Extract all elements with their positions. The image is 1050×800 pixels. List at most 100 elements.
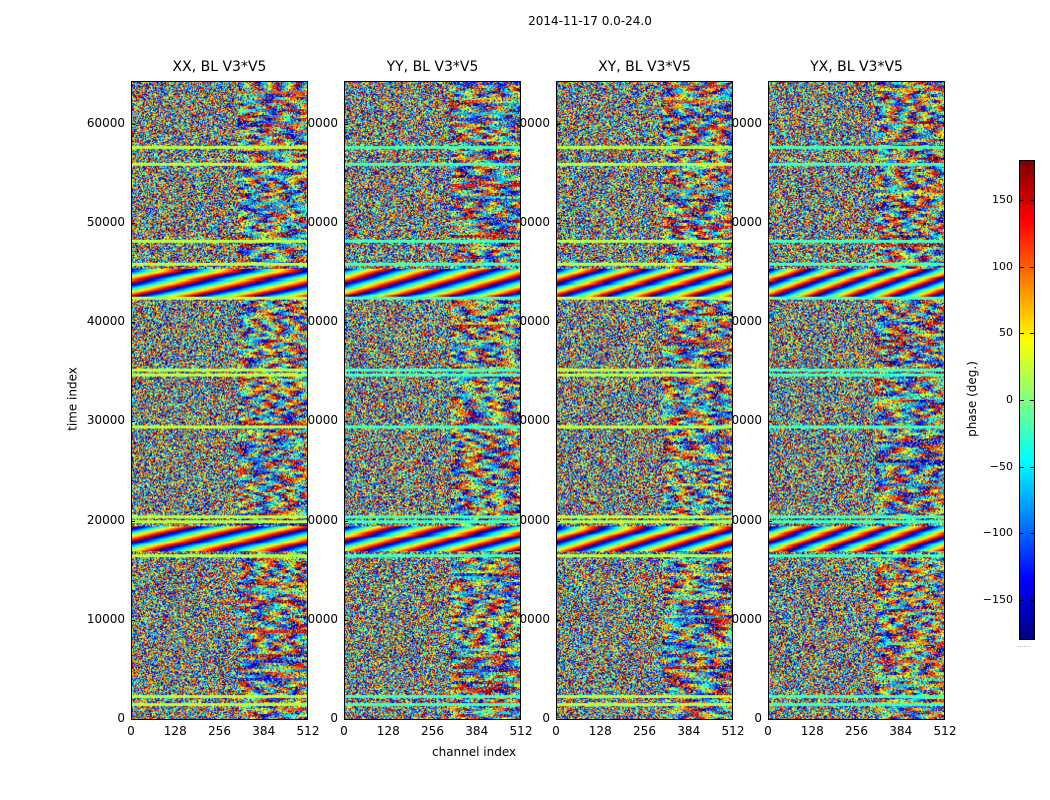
y-tick-label: 30000 [86, 413, 125, 428]
x-tick-label: 128 [588, 724, 612, 738]
x-tick-label: 384 [889, 724, 913, 738]
colorbar-tick-mark [1030, 200, 1035, 201]
x-tick-label: 256 [421, 724, 444, 738]
y-tick-label: 30000 [299, 413, 338, 428]
colorbar-tick-mark [1019, 200, 1024, 201]
colorbar-tick-mark [1030, 466, 1035, 468]
figure-title: 2014-11-17 0.0-24.0 [528, 14, 652, 28]
y-tick-mark [768, 421, 772, 423]
colorbar-tick-label: 0 [1006, 393, 1013, 406]
colorbar-tick-mark [1019, 400, 1024, 401]
x-tick-label: 256 [633, 724, 656, 738]
y-tick-label: 20000 [86, 512, 125, 527]
panel-title: XX, BL V3*V5 [172, 59, 267, 75]
y-tick-mark [556, 222, 560, 224]
colorbar-tick-label: 50 [999, 326, 1013, 340]
colorbar-tick-mark [1030, 266, 1035, 268]
x-tick-label: 384 [465, 724, 489, 738]
y-tick-label: 40000 [86, 314, 125, 329]
panel-title: YY, BL V3*V5 [386, 59, 479, 75]
x-tick-label: 128 [800, 724, 824, 738]
colorbar-tick-mark [1019, 333, 1024, 335]
y-tick-mark [556, 322, 560, 324]
y-tick-mark [556, 520, 560, 522]
y-tick-mark [131, 619, 135, 621]
colorbar-label: phase (deg.) [965, 361, 979, 437]
y-tick-label: 0 [117, 711, 125, 725]
y-tick-mark [344, 619, 348, 621]
x-tick-label: 384 [677, 724, 701, 738]
y-tick-mark [344, 123, 348, 125]
y-tick-mark [131, 719, 135, 720]
y-tick-mark [556, 421, 560, 423]
y-tick-mark [344, 322, 348, 324]
colorbar-tick-mark [1019, 600, 1024, 601]
x-tick-label: 512 [509, 724, 533, 738]
heatmap-panel-4 [768, 81, 945, 720]
y-tick-label: 60000 [86, 115, 125, 130]
y-tick-label: 10000 [86, 611, 125, 626]
y-tick-mark [768, 619, 772, 621]
y-tick-label: 50000 [86, 214, 125, 229]
x-tick-label: 0 [764, 724, 772, 738]
y-tick-label: 60000 [723, 115, 762, 130]
colorbar-tick-label: 100 [992, 259, 1013, 273]
y-tick-label: 40000 [723, 314, 762, 329]
y-tick-mark [768, 222, 772, 224]
y-tick-mark [344, 719, 348, 720]
y-tick-mark [768, 123, 772, 125]
y-tick-mark [344, 222, 348, 224]
y-tick-label: 10000 [511, 611, 550, 626]
y-tick-label: 20000 [299, 512, 338, 527]
colorbar-tick-mark [1030, 533, 1035, 535]
y-tick-label: 20000 [511, 512, 550, 527]
x-tick-label: 512 [721, 724, 745, 738]
y-tick-label: 20000 [723, 512, 762, 527]
y-tick-mark [556, 123, 560, 125]
y-tick-label: 10000 [299, 611, 338, 626]
colorbar-extension-dots: ...... [1017, 641, 1031, 649]
x-tick-label: 256 [845, 724, 868, 738]
x-tick-label: 0 [127, 724, 135, 738]
x-tick-label: 256 [208, 724, 231, 738]
y-tick-mark [768, 719, 772, 720]
x-tick-label: 128 [376, 724, 400, 738]
y-tick-label: 50000 [299, 214, 338, 229]
x-tick-label: 512 [933, 724, 957, 738]
colorbar-tick-mark [1030, 400, 1035, 401]
colorbar-tick-label: 150 [992, 193, 1013, 206]
panel-title: XY, BL V3*V5 [598, 59, 691, 75]
y-tick-label: 30000 [511, 413, 550, 428]
colorbar-tick-mark [1019, 533, 1024, 535]
y-tick-mark [344, 520, 348, 522]
x-tick-label: 512 [296, 724, 320, 738]
x-axis-label: channel index [432, 745, 517, 759]
x-tick-label: 0 [340, 724, 348, 738]
y-tick-mark [131, 421, 135, 423]
colorbar-tick-mark [1019, 266, 1024, 268]
y-tick-mark [344, 421, 348, 423]
colorbar-tick-label: −100 [982, 526, 1013, 540]
y-tick-mark [768, 322, 772, 324]
x-tick-label: 128 [163, 724, 187, 738]
y-tick-label: 50000 [723, 214, 762, 229]
y-tick-label: 30000 [723, 413, 762, 428]
colorbar-tick-label: −150 [982, 593, 1013, 606]
heatmap-panel-2 [344, 81, 521, 720]
x-tick-label: 0 [552, 724, 560, 738]
y-tick-mark [131, 520, 135, 522]
y-tick-label: 0 [542, 711, 550, 725]
y-tick-mark [131, 322, 135, 324]
y-tick-mark [556, 719, 560, 720]
panel-title: YX, BL V3*V5 [810, 59, 903, 75]
colorbar-tick-mark [1030, 333, 1035, 335]
y-tick-label: 10000 [723, 611, 762, 626]
heatmap-panel-1 [131, 81, 308, 720]
y-tick-label: 60000 [511, 115, 550, 130]
heatmap-panel-3 [556, 81, 733, 720]
y-tick-label: 60000 [299, 115, 338, 130]
y-tick-label: 40000 [299, 314, 338, 329]
y-tick-mark [768, 520, 772, 522]
x-tick-label: 384 [252, 724, 276, 738]
